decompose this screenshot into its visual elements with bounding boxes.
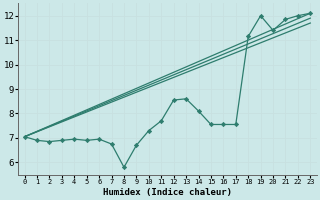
X-axis label: Humidex (Indice chaleur): Humidex (Indice chaleur) bbox=[103, 188, 232, 197]
